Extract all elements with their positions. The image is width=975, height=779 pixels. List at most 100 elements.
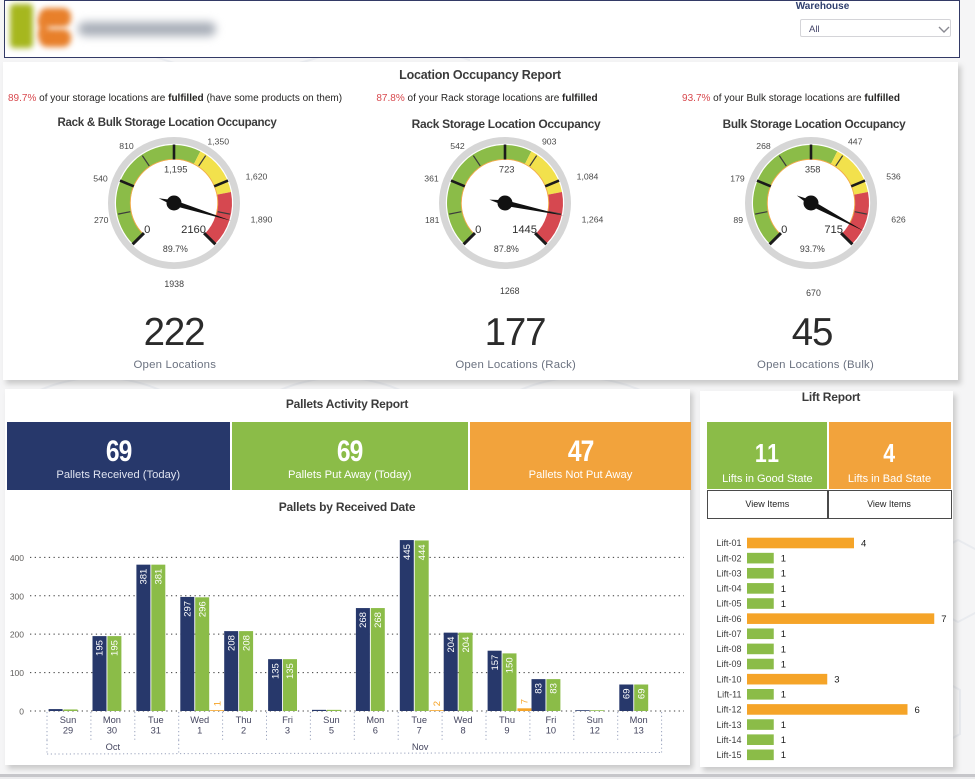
svg-text:715: 715 <box>824 224 843 236</box>
svg-text:204: 204 <box>446 637 457 653</box>
svg-text:Tue: Tue <box>411 715 427 725</box>
svg-text:Lift-15: Lift-15 <box>716 750 741 760</box>
svg-text:Mon: Mon <box>103 715 121 725</box>
svg-text:135: 135 <box>285 663 296 679</box>
svg-text:358: 358 <box>804 164 820 175</box>
svg-text:Lift-05: Lift-05 <box>716 599 741 609</box>
svg-text:5: 5 <box>329 725 334 735</box>
svg-text:1: 1 <box>781 584 786 595</box>
svg-text:195: 195 <box>95 640 106 656</box>
svg-text:89.7%: 89.7% <box>162 244 187 254</box>
svg-text:400: 400 <box>10 553 24 563</box>
svg-text:1,890: 1,890 <box>250 214 272 224</box>
svg-text:444: 444 <box>417 544 428 560</box>
svg-text:89: 89 <box>733 215 743 225</box>
svg-text:208: 208 <box>226 635 237 651</box>
svg-text:2: 2 <box>241 725 246 735</box>
svg-text:1445: 1445 <box>512 224 537 236</box>
svg-text:2: 2 <box>432 701 443 706</box>
svg-text:268: 268 <box>358 612 369 628</box>
svg-text:10: 10 <box>546 725 556 735</box>
svg-text:296: 296 <box>197 601 208 617</box>
svg-text:Lift-14: Lift-14 <box>716 735 741 745</box>
svg-text:30: 30 <box>107 725 117 735</box>
svg-text:297: 297 <box>183 601 194 617</box>
svg-text:542: 542 <box>450 141 465 151</box>
svg-text:723: 723 <box>499 164 515 175</box>
svg-text:0: 0 <box>475 224 481 236</box>
svg-text:83: 83 <box>549 683 560 694</box>
svg-text:Lift-12: Lift-12 <box>716 705 741 715</box>
svg-text:87.8%: 87.8% <box>494 244 519 254</box>
svg-text:0: 0 <box>19 707 24 717</box>
svg-text:1: 1 <box>212 701 223 706</box>
svg-text:6: 6 <box>373 725 378 735</box>
svg-text:1: 1 <box>197 725 202 735</box>
svg-text:8: 8 <box>461 725 466 735</box>
svg-text:13: 13 <box>634 725 644 735</box>
svg-text:Lift-08: Lift-08 <box>716 644 741 654</box>
svg-text:Lift-06: Lift-06 <box>716 614 741 624</box>
svg-text:270: 270 <box>93 215 108 225</box>
svg-text:Wed: Wed <box>190 715 209 725</box>
svg-text:93.7%: 93.7% <box>799 244 824 254</box>
svg-text:0: 0 <box>781 224 787 236</box>
svg-text:150: 150 <box>505 657 516 673</box>
svg-text:536: 536 <box>886 171 901 181</box>
svg-text:1,620: 1,620 <box>245 171 267 181</box>
svg-text:1: 1 <box>781 599 786 610</box>
svg-text:381: 381 <box>139 569 150 585</box>
svg-text:381: 381 <box>154 569 165 585</box>
svg-text:0: 0 <box>144 224 150 236</box>
svg-text:Sun: Sun <box>587 715 604 725</box>
svg-text:69: 69 <box>636 689 647 700</box>
svg-text:268: 268 <box>756 141 771 151</box>
svg-text:29: 29 <box>63 725 73 735</box>
svg-text:Sun: Sun <box>60 715 77 725</box>
svg-text:Lift-07: Lift-07 <box>716 629 741 639</box>
svg-text:135: 135 <box>270 663 281 679</box>
svg-text:447: 447 <box>847 136 862 146</box>
svg-text:903: 903 <box>542 136 557 146</box>
svg-text:Wed: Wed <box>454 715 473 725</box>
svg-text:1: 1 <box>781 629 786 640</box>
svg-text:Lift-04: Lift-04 <box>716 584 741 594</box>
svg-text:7: 7 <box>941 614 946 625</box>
svg-text:Fri: Fri <box>282 715 293 725</box>
svg-text:31: 31 <box>151 725 161 735</box>
svg-text:204: 204 <box>461 637 472 653</box>
svg-text:4: 4 <box>861 538 866 549</box>
svg-text:195: 195 <box>110 640 121 656</box>
svg-text:810: 810 <box>119 141 134 151</box>
svg-text:626: 626 <box>891 214 906 224</box>
svg-text:181: 181 <box>425 215 440 225</box>
svg-text:268: 268 <box>373 612 384 628</box>
svg-text:361: 361 <box>424 173 439 183</box>
svg-text:Tue: Tue <box>148 715 164 725</box>
svg-text:1: 1 <box>781 659 786 670</box>
svg-text:445: 445 <box>402 544 413 560</box>
svg-text:6: 6 <box>915 705 920 716</box>
svg-text:Thu: Thu <box>499 715 515 725</box>
svg-text:Mon: Mon <box>366 715 384 725</box>
svg-text:12: 12 <box>590 725 600 735</box>
svg-text:Lift-01: Lift-01 <box>716 538 741 548</box>
svg-text:Oct: Oct <box>106 742 121 752</box>
svg-text:Lift-13: Lift-13 <box>716 720 741 730</box>
svg-text:Lift-11: Lift-11 <box>717 690 741 700</box>
svg-text:3: 3 <box>834 675 839 686</box>
svg-text:7: 7 <box>417 725 422 735</box>
svg-text:1: 1 <box>781 554 786 565</box>
svg-text:Lift-10: Lift-10 <box>716 674 741 684</box>
svg-text:200: 200 <box>10 630 24 640</box>
svg-text:540: 540 <box>93 173 108 183</box>
svg-text:100: 100 <box>10 668 24 678</box>
svg-text:83: 83 <box>534 683 545 694</box>
svg-text:1,350: 1,350 <box>207 136 229 146</box>
svg-text:2160: 2160 <box>181 224 206 236</box>
svg-text:7: 7 <box>520 699 531 704</box>
svg-text:1: 1 <box>781 644 786 655</box>
svg-text:1: 1 <box>781 569 786 580</box>
svg-text:Lift-09: Lift-09 <box>716 659 741 669</box>
svg-text:1,084: 1,084 <box>577 171 599 181</box>
